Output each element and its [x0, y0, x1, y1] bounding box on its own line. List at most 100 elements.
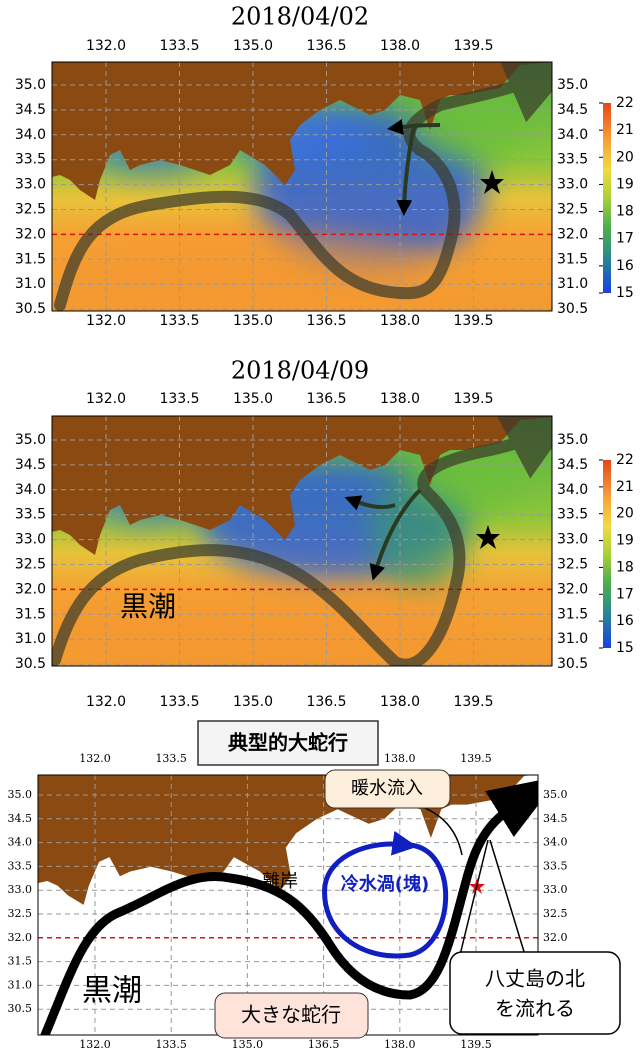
land — [52, 416, 552, 555]
colorbar-tick-label: 22 — [616, 95, 634, 111]
lat-tick-label: 35.0 — [543, 788, 568, 801]
lat-tick-label: 34.0 — [15, 127, 46, 143]
lon-tick-label: 133.5 — [159, 391, 199, 407]
lat-tick-label: 33.0 — [557, 532, 588, 548]
lat-tick-label: 30.5 — [557, 301, 588, 317]
lat-tick-label: 35.0 — [15, 77, 46, 93]
colorbar-tick-label: 18 — [616, 559, 634, 575]
lon-tick-label: 136.5 — [306, 694, 346, 710]
lat-tick-label: 32.0 — [557, 226, 588, 242]
lon-tick-label: 138.0 — [380, 391, 420, 407]
lat-tick-label: 32.5 — [557, 202, 588, 218]
lat-tick-label: 32.0 — [8, 931, 33, 944]
lat-tick-label: 30.5 — [15, 656, 46, 672]
lon-tick-label: 136.5 — [306, 313, 346, 329]
current-path — [54, 62, 552, 311]
hachijo-star — [480, 170, 504, 194]
lat-tick-label: 32.5 — [15, 557, 46, 573]
lat-tick-label: 33.5 — [8, 859, 33, 872]
current-path — [52, 416, 552, 666]
lat-tick-label: 33.0 — [557, 177, 588, 193]
map — [52, 416, 552, 666]
current-path — [40, 775, 538, 1035]
lat-tick-label: 31.5 — [557, 606, 588, 622]
lon-tick-label: 133.5 — [159, 694, 199, 710]
colorbar-tick-label: 18 — [616, 204, 634, 220]
offshore-label: 離岸 — [262, 871, 298, 892]
colorbar-tick-label: 17 — [616, 231, 634, 247]
lat-tick-label: 30.5 — [557, 656, 588, 672]
lat-tick-label: 33.5 — [543, 859, 568, 872]
lat-tick-label: 33.5 — [15, 507, 46, 523]
lat-tick-label: 34.0 — [15, 482, 46, 498]
colorbar-tick-label: 15 — [616, 285, 634, 301]
lat-tick-label: 32.5 — [557, 557, 588, 573]
lat-tick-label: 33.5 — [557, 507, 588, 523]
lon-tick-label: 135.0 — [233, 38, 273, 54]
lon-tick-label: 139.5 — [460, 752, 492, 765]
lon-tick-label: 135.0 — [233, 313, 273, 329]
lon-tick-label: 135.0 — [233, 391, 273, 407]
callout — [324, 769, 451, 809]
lon-tick-label: 135.0 — [233, 694, 273, 710]
current-branch — [396, 124, 417, 216]
lat-tick-label: 33.0 — [15, 532, 46, 548]
lon-tick-label: 139.5 — [453, 391, 493, 407]
lon-tick-label: 139.5 — [453, 694, 493, 710]
lon-tick-label: 139.5 — [453, 38, 493, 54]
sea-patch — [52, 590, 470, 666]
callout-pointer — [459, 839, 489, 956]
lat-tick-label: 35.0 — [8, 788, 33, 801]
lat-tick-label: 33.0 — [543, 883, 568, 896]
lat-tick-label: 31.0 — [557, 631, 588, 647]
land — [38, 775, 535, 905]
lon-tick-label: 136.5 — [306, 391, 346, 407]
colorbar-tick-label: 15 — [616, 640, 634, 656]
map — [52, 62, 552, 311]
lon-tick-label: 138.0 — [380, 313, 420, 329]
current-branch — [387, 119, 441, 135]
lat-tick-label: 32.0 — [543, 931, 568, 944]
lat-tick-label: 31.0 — [15, 631, 46, 647]
lat-tick-label: 34.5 — [543, 812, 568, 825]
colorbar-tick-label: 17 — [616, 586, 634, 602]
lon-tick-label: 132.0 — [86, 313, 126, 329]
lat-tick-label: 33.5 — [557, 152, 588, 168]
colorbar-tick-label: 20 — [616, 149, 634, 165]
title-box — [197, 720, 379, 766]
hachijo-star — [476, 525, 500, 549]
eddy-loop — [322, 830, 449, 959]
lat-tick-label: 32.5 — [15, 202, 46, 218]
lon-tick-label: 138.0 — [380, 694, 420, 710]
lat-tick-label: 34.0 — [8, 836, 33, 849]
lon-tick-label: 132.0 — [79, 752, 111, 765]
lat-tick-label: 35.0 — [15, 432, 46, 448]
lat-tick-label: 33.0 — [15, 177, 46, 193]
colorbar — [603, 460, 611, 648]
callout-text: を流れる — [495, 997, 575, 1021]
kuroshio-label: 黒潮 — [82, 974, 142, 1009]
lat-tick-label: 31.5 — [15, 251, 46, 267]
lon-tick-label: 138.0 — [384, 752, 416, 765]
lat-tick-label: 34.0 — [557, 482, 588, 498]
current-branch — [344, 495, 396, 511]
lat-tick-label: 32.0 — [15, 226, 46, 242]
callout-text: 八丈島の北 — [485, 967, 585, 991]
lon-tick-label: 139.5 — [453, 313, 493, 329]
map-frame — [51, 415, 553, 667]
current-branch — [369, 488, 422, 581]
lat-tick-label: 32.0 — [557, 581, 588, 597]
colorbar-tick-label: 22 — [616, 452, 634, 468]
lat-tick-label: 32.0 — [15, 581, 46, 597]
lat-tick-label: 34.5 — [15, 457, 46, 473]
lat-tick-label: 33.0 — [8, 883, 33, 896]
lon-tick-label: 136.5 — [308, 1038, 340, 1051]
lon-tick-label: 133.5 — [155, 1038, 187, 1051]
lat-tick-label: 33.5 — [15, 152, 46, 168]
lat-tick-label: 34.5 — [8, 812, 33, 825]
lat-tick-label: 31.5 — [8, 955, 33, 968]
eddy-label: 冷水渦(塊) — [341, 873, 429, 895]
lon-tick-label: 132.0 — [86, 38, 126, 54]
lon-tick-label: 132.0 — [79, 1038, 111, 1051]
